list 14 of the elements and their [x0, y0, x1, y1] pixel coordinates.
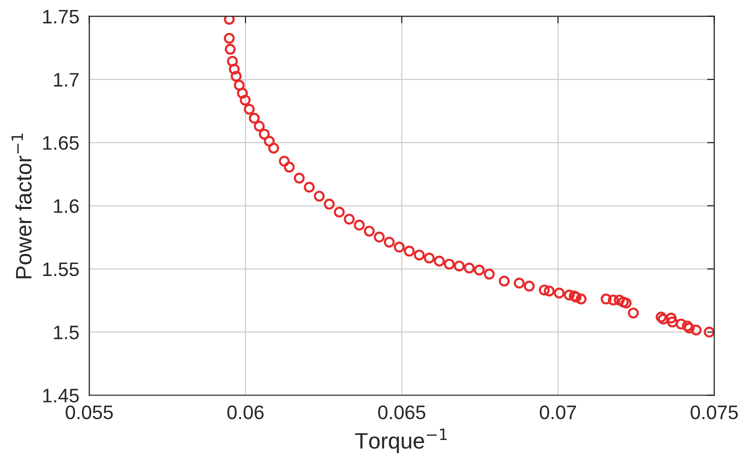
y-tick-label: 1.75 [43, 10, 79, 24]
y-tick-label: 1.5 [54, 326, 79, 340]
x-tick-label: 0.075 [690, 405, 738, 420]
x-tick-label: 0.07 [540, 405, 576, 420]
y-tick-label: 1.45 [43, 388, 79, 402]
y-axis-title: Power factor$^{−1}$ [12, 134, 32, 278]
y-tick-label: 1.65 [43, 136, 79, 150]
x-axis-title: Torque$^{−1}$ [355, 428, 447, 454]
x-tick-label: 0.06 [227, 405, 264, 420]
y-tick-label: 1.7 [54, 73, 79, 86]
y-tick-label: 1.55 [43, 262, 79, 276]
x-tick-label: 0.065 [378, 405, 426, 420]
y-tick-label: 1.6 [54, 199, 79, 213]
x-tick-label: 0.055 [66, 405, 113, 420]
